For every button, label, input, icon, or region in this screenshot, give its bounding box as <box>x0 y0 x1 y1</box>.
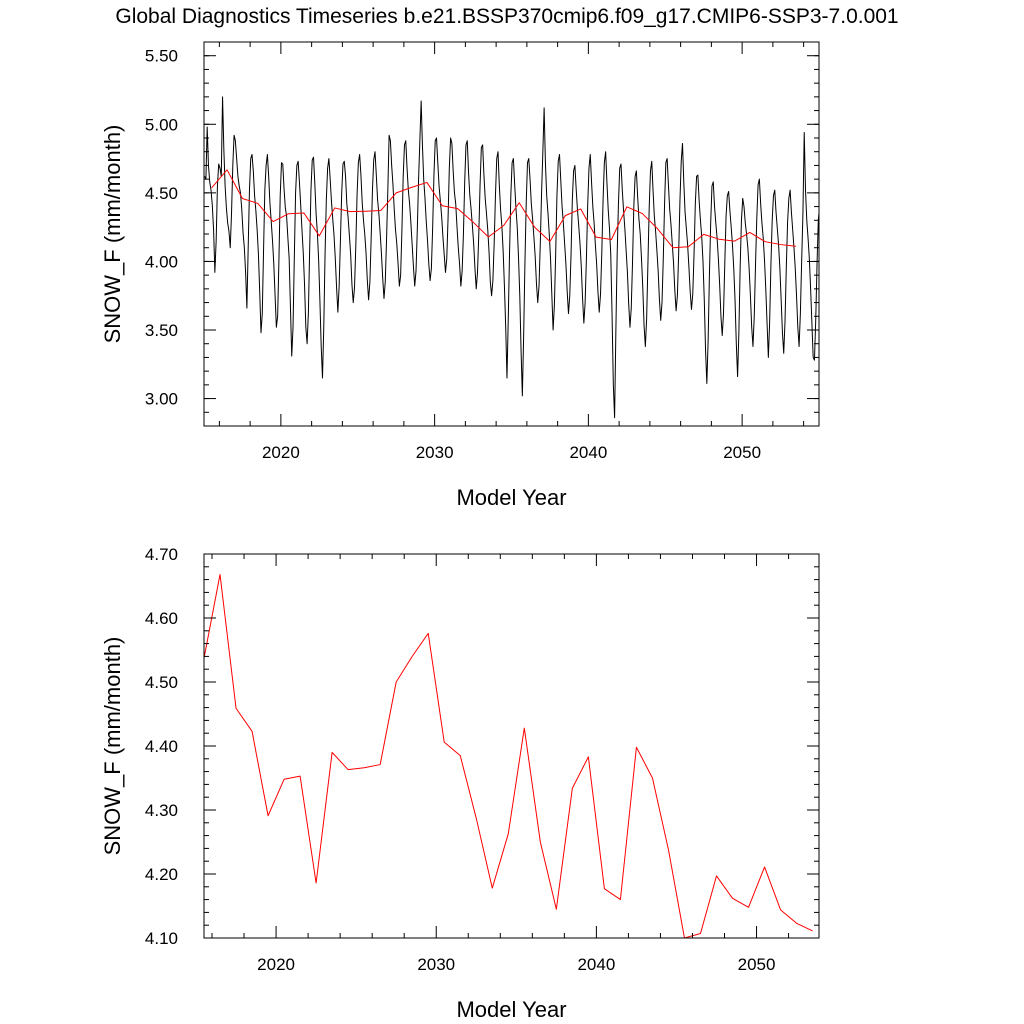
chart-0-ytick-label-2: 4.00 <box>145 252 178 271</box>
chart-1-xtick-label-2: 2040 <box>577 955 615 974</box>
chart-0-xlabel: Model Year <box>456 485 566 510</box>
chart-0-ytick-label-5: 5.50 <box>145 47 178 66</box>
chart-0-ytick-label-1: 3.50 <box>145 321 178 340</box>
chart-1-series-0-line <box>204 573 813 938</box>
chart-1-plot-frame <box>203 553 820 939</box>
chart-0-xtick-label-3: 2050 <box>723 443 761 462</box>
chart-1-ytick-label-4: 4.50 <box>145 673 178 692</box>
chart-1-ytick-label-5: 4.60 <box>145 609 178 628</box>
chart-0-ytick-label-3: 4.50 <box>145 184 178 203</box>
chart-0-xtick-label-1: 2030 <box>416 443 454 462</box>
chart-1-ytick-label-0: 4.10 <box>145 929 178 948</box>
chart-1-ytick-label-2: 4.30 <box>145 801 178 820</box>
chart-0-series-1-line <box>211 169 796 249</box>
chart-1-xlabel: Model Year <box>456 997 566 1022</box>
chart-1-xtick-label-3: 2050 <box>738 955 776 974</box>
chart-1-ytick-label-1: 4.20 <box>145 865 178 884</box>
chart-0-series-0-line <box>204 96 819 419</box>
chart-0-xtick-label-0: 2020 <box>262 443 300 462</box>
chart-1-ylabel: SNOW_F (mm/month) <box>100 637 125 856</box>
chart-1-xtick-label-0: 2020 <box>257 955 295 974</box>
chart-0-ylabel: SNOW_F (mm/month) <box>100 125 125 344</box>
chart-0-plot-frame <box>203 41 820 427</box>
chart-0-ytick-label-0: 3.00 <box>145 390 178 409</box>
chart-1-series-group <box>204 573 813 938</box>
top-panel: 2020 2030 2040 2050 3.00 3.50 4.00 4.50 5.00 5.50… <box>100 41 820 510</box>
figure-title: Global Diagnostics Timeseries b.e21.BSSP… <box>115 5 898 28</box>
chart-0-xtick-label-2: 2040 <box>569 443 607 462</box>
chart-0-series-group <box>204 96 819 419</box>
chart-1-ytick-label-6: 4.70 <box>145 545 178 564</box>
bottom-panel: 2020 2030 2040 2050 4.10 4.20 4.30 4.40 4.50 4.60… <box>100 545 820 1022</box>
chart-1-ytick-label-3: 4.40 <box>145 737 178 756</box>
chart-0-ytick-label-4: 5.00 <box>145 115 178 134</box>
chart-1-xtick-label-1: 2030 <box>417 955 455 974</box>
